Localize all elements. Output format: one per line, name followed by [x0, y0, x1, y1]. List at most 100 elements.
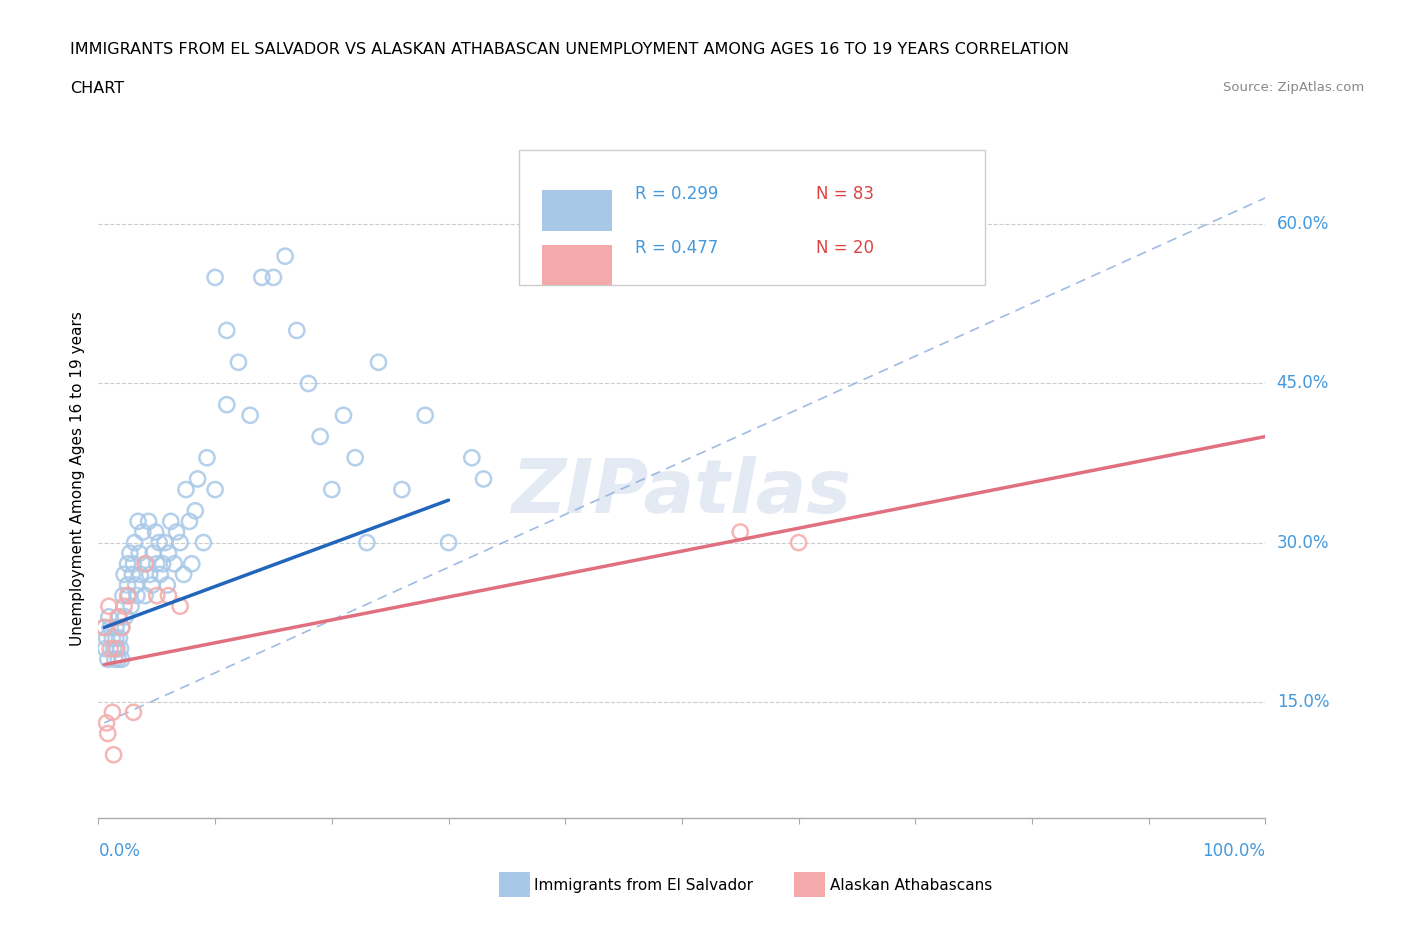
Point — [187, 472, 209, 486]
Point — [437, 535, 460, 550]
Point — [142, 546, 165, 561]
Text: R = 0.477: R = 0.477 — [636, 239, 718, 257]
Point — [239, 408, 262, 423]
Point — [96, 715, 118, 730]
Point — [97, 599, 120, 614]
Point — [105, 642, 128, 657]
Point — [118, 546, 141, 561]
Point — [108, 609, 131, 624]
Point — [195, 450, 218, 465]
Point — [97, 726, 120, 741]
Point — [174, 482, 197, 497]
Point — [122, 705, 145, 720]
Point — [153, 535, 176, 550]
Text: ZIPatlas: ZIPatlas — [512, 456, 852, 529]
Point — [145, 525, 167, 539]
Point — [146, 556, 169, 571]
Point — [193, 535, 215, 550]
Point — [101, 705, 124, 720]
Point — [169, 599, 191, 614]
Text: Source: ZipAtlas.com: Source: ZipAtlas.com — [1223, 81, 1364, 94]
Point — [117, 588, 139, 603]
Point — [157, 546, 180, 561]
Y-axis label: Unemployment Among Ages 16 to 19 years: Unemployment Among Ages 16 to 19 years — [69, 312, 84, 646]
Point — [93, 620, 115, 635]
Point — [97, 652, 120, 667]
Point — [391, 482, 413, 497]
Point — [472, 472, 495, 486]
Point — [309, 429, 332, 444]
Point — [127, 514, 149, 529]
Point — [101, 631, 124, 645]
Point — [166, 525, 188, 539]
Point — [141, 578, 163, 592]
Text: N = 20: N = 20 — [815, 239, 875, 257]
Point — [297, 376, 319, 391]
Point — [107, 652, 129, 667]
Bar — [541, 245, 612, 286]
Point — [103, 748, 125, 763]
Point — [111, 588, 134, 603]
Point — [163, 556, 186, 571]
Text: 100.0%: 100.0% — [1202, 842, 1265, 860]
Point — [228, 355, 250, 370]
Point — [321, 482, 343, 497]
Text: IMMIGRANTS FROM EL SALVADOR VS ALASKAN ATHABASCAN UNEMPLOYMENT AMONG AGES 16 TO : IMMIGRANTS FROM EL SALVADOR VS ALASKAN A… — [70, 42, 1070, 57]
Point — [215, 323, 238, 338]
Point — [367, 355, 389, 370]
Point — [332, 408, 354, 423]
Text: Immigrants from El Salvador: Immigrants from El Salvador — [534, 878, 754, 893]
Point — [107, 609, 129, 624]
Point — [129, 567, 152, 582]
Point — [787, 535, 810, 550]
Point — [730, 525, 752, 539]
Point — [111, 620, 134, 635]
Point — [215, 397, 238, 412]
Point — [125, 588, 148, 603]
Point — [118, 588, 141, 603]
Point — [112, 567, 135, 582]
Point — [179, 514, 201, 529]
Point — [117, 578, 139, 592]
Point — [111, 620, 134, 635]
Point — [125, 578, 148, 592]
Text: 30.0%: 30.0% — [1277, 534, 1329, 551]
Point — [120, 599, 142, 614]
Point — [134, 588, 156, 603]
Point — [134, 556, 156, 571]
Point — [104, 652, 127, 667]
Point — [104, 631, 127, 645]
Point — [96, 631, 118, 645]
Text: N = 83: N = 83 — [815, 185, 875, 203]
Point — [413, 408, 436, 423]
Point — [148, 535, 170, 550]
Point — [94, 642, 117, 657]
Point — [149, 567, 172, 582]
Point — [111, 652, 134, 667]
Point — [344, 450, 367, 465]
Point — [98, 642, 121, 657]
Point — [104, 620, 127, 635]
Point — [250, 270, 273, 285]
Point — [128, 546, 150, 561]
Point — [180, 556, 202, 571]
Point — [262, 270, 284, 285]
Point — [98, 620, 121, 635]
Point — [152, 556, 174, 571]
Point — [103, 642, 125, 657]
Text: CHART: CHART — [70, 81, 124, 96]
Point — [110, 642, 132, 657]
Point — [104, 642, 127, 657]
Point — [173, 567, 195, 582]
Point — [274, 248, 297, 263]
Bar — [541, 191, 612, 232]
Point — [204, 270, 226, 285]
Point — [117, 556, 139, 571]
FancyBboxPatch shape — [519, 150, 986, 286]
Point — [184, 503, 207, 518]
Text: 15.0%: 15.0% — [1277, 693, 1329, 711]
Text: 0.0%: 0.0% — [98, 842, 141, 860]
Point — [97, 609, 120, 624]
Point — [285, 323, 308, 338]
Point — [169, 535, 191, 550]
